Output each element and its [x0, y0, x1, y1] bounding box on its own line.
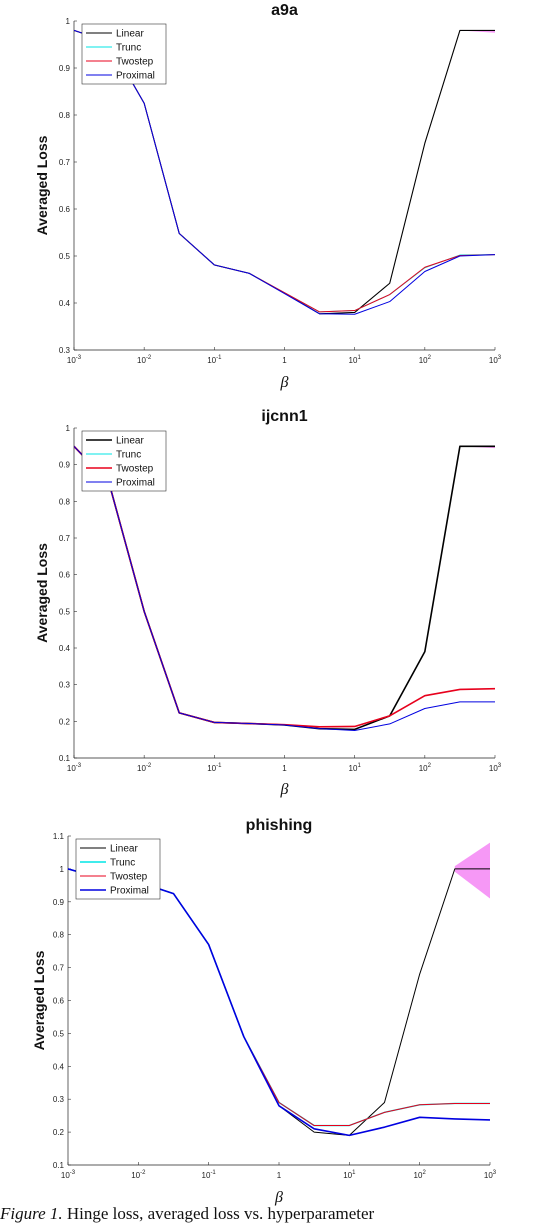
- y-tick-label: 0.6: [59, 205, 71, 214]
- series-line-trunc: [68, 868, 490, 1127]
- y-axis-label: Averaged Loss: [34, 543, 50, 643]
- y-tick-label: 0.5: [59, 607, 71, 616]
- y-tick-label: 0.4: [53, 1062, 65, 1071]
- y-tick-label: 0.5: [59, 252, 71, 261]
- x-tick-label: 103: [489, 763, 502, 773]
- y-tick-label: 0.3: [59, 346, 71, 355]
- x-tick-label: 102: [419, 355, 432, 365]
- x-tick-label: 103: [484, 1170, 497, 1180]
- y-tick-label: 0.5: [53, 1029, 65, 1038]
- x-tick-label: 10-2: [137, 763, 152, 773]
- series-line-proximal: [74, 445, 495, 731]
- y-tick-label: 0.9: [53, 898, 65, 907]
- legend-label-twostep: Twostep: [116, 57, 154, 68]
- y-tick-label: 0.7: [59, 534, 71, 543]
- legend-label-twostep: Twostep: [116, 464, 154, 475]
- y-tick-label: 0.7: [53, 964, 65, 973]
- legend-label-proximal: Proximal: [116, 478, 155, 489]
- x-tick-label: 10-1: [207, 355, 222, 365]
- y-tick-label: 0.1: [59, 754, 71, 763]
- legend-label-linear: Linear: [116, 29, 144, 40]
- chart-title: phishing: [246, 817, 313, 834]
- x-tick-label: 10-2: [137, 355, 152, 365]
- legend-label-linear: Linear: [116, 436, 144, 447]
- chart-title: ijcnn1: [261, 408, 307, 425]
- x-tick-label: 101: [349, 763, 362, 773]
- y-tick-label: 0.2: [59, 717, 71, 726]
- x-tick-label: 103: [489, 355, 502, 365]
- legend-box: [75, 838, 161, 900]
- y-tick-label: 0.6: [59, 571, 71, 580]
- series-line-twostep: [68, 868, 490, 1127]
- y-tick-label: 1: [66, 17, 71, 26]
- panel-phishing: phishing Averaged Loss β 0.1 0.2 0.3 0.4 0.5 0.6…: [31, 817, 497, 1206]
- y-tick-label: 0.4: [59, 299, 71, 308]
- y-tick-label: 1.1: [53, 832, 65, 841]
- legend-label-trunc: Trunc: [116, 43, 141, 54]
- series-line-proximal: [68, 868, 491, 1137]
- y-tick-label: 1: [66, 424, 71, 433]
- legend-label-trunc: Trunc: [116, 450, 141, 461]
- y-tick-label: 0.8: [53, 931, 65, 940]
- legend-label-proximal: Proximal: [116, 71, 155, 82]
- x-tick-label: 10-3: [67, 763, 82, 773]
- y-tick-label: 0.9: [59, 461, 71, 470]
- x-tick-label: 10-1: [202, 1170, 217, 1180]
- y-tick-label: 0.6: [53, 997, 65, 1006]
- legend-label-twostep: Twostep: [110, 872, 148, 883]
- y-tick-label: 0.8: [59, 111, 71, 120]
- y-tick-label: 0.8: [59, 497, 71, 506]
- x-tick-label: 102: [414, 1170, 427, 1180]
- x-tick-label: 10-3: [67, 355, 82, 365]
- figure-caption: Figure 1. Hinge loss, averaged loss vs. …: [0, 1204, 536, 1226]
- variance-band: [454, 842, 490, 899]
- legend-box: [81, 430, 167, 492]
- y-tick-label: 0.9: [59, 64, 71, 73]
- series-line-linear: [68, 868, 490, 1136]
- x-tick-label: 1: [282, 356, 287, 365]
- x-axis-label: β: [280, 781, 289, 798]
- y-tick-label: 0.2: [53, 1128, 65, 1137]
- x-tick-label: 1: [282, 764, 287, 773]
- plot-area: [74, 29, 496, 315]
- x-tick-label: 101: [343, 1170, 356, 1180]
- legend-label-proximal: Proximal: [110, 886, 149, 897]
- y-axis-label: Averaged Loss: [34, 135, 50, 235]
- y-tick-label: 0.4: [59, 644, 71, 653]
- y-axis-label: Averaged Loss: [31, 950, 47, 1050]
- x-tick-label: 102: [419, 763, 432, 773]
- panel-ijcnn1: ijcnn1 Averaged Loss β 0.1 0.2 0.3 0.4 0.5 0.6 0.…: [34, 408, 502, 798]
- y-tick-label: 1: [60, 865, 65, 874]
- y-tick-label: 0.3: [59, 681, 71, 690]
- x-tick-label: 10-3: [61, 1170, 76, 1180]
- caption-text: Hinge loss, averaged loss vs. hyperparam…: [62, 1204, 375, 1223]
- x-tick-label: 10-1: [207, 763, 222, 773]
- x-tick-label: 10-2: [131, 1170, 146, 1180]
- x-tick-label: 1: [277, 1171, 282, 1180]
- y-tick-label: 0.3: [53, 1095, 65, 1104]
- x-axis-label: β: [274, 1189, 283, 1206]
- x-axis-label: β: [280, 374, 289, 391]
- y-tick-label: 0.1: [53, 1161, 65, 1170]
- panel-a9a: a9a Averaged Loss β 0.3 0.4 0.5 0.6 0.7 0.8 0.9 1 1…: [34, 2, 502, 391]
- series-line-proximal: [74, 29, 496, 315]
- chart-title: a9a: [271, 2, 298, 19]
- legend-label-linear: Linear: [110, 844, 138, 855]
- caption-lead: Figure 1.: [0, 1204, 63, 1223]
- plot-area: [74, 445, 496, 731]
- legend-label-trunc: Trunc: [110, 858, 135, 869]
- x-tick-label: 101: [349, 355, 362, 365]
- y-tick-label: 0.7: [59, 158, 71, 167]
- legend-box: [81, 23, 167, 85]
